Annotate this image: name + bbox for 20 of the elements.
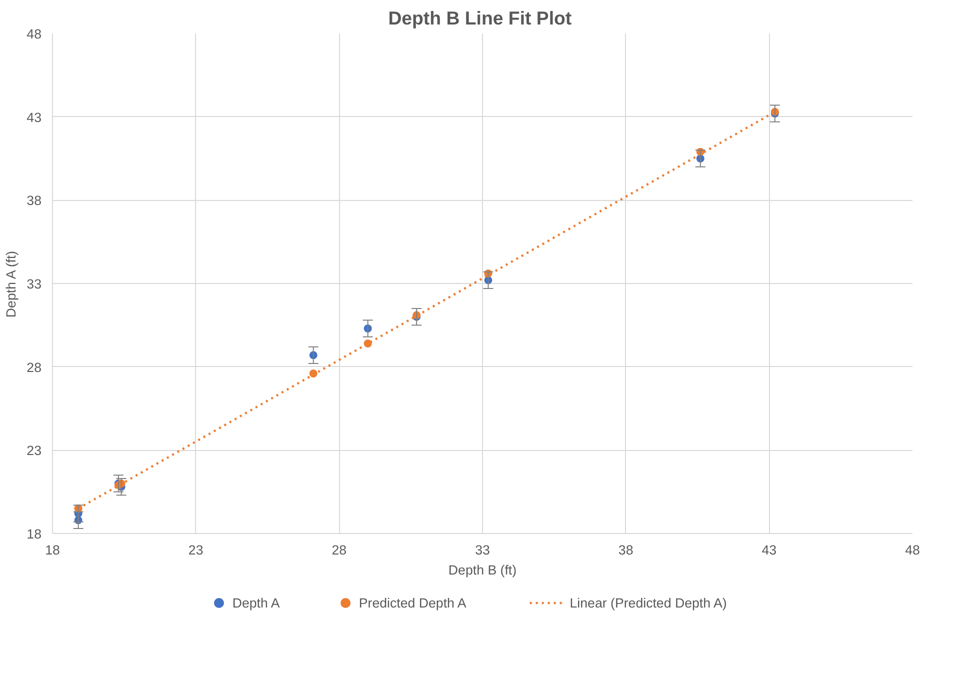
y-tick-label: 43 bbox=[26, 110, 42, 125]
y-tick-label: 48 bbox=[26, 26, 42, 42]
x-axis-title: Depth B (ft) bbox=[448, 562, 517, 578]
x-tick-label: 23 bbox=[188, 542, 204, 558]
y-axis-title: Depth A (ft) bbox=[4, 250, 19, 318]
x-tick-label: 38 bbox=[618, 542, 634, 558]
y-tick-label: 28 bbox=[26, 360, 42, 375]
legend-label: Predicted Depth A bbox=[358, 596, 466, 610]
chart-title: Depth B Line Fit Plot bbox=[388, 8, 572, 28]
x-tick-label: 28 bbox=[332, 542, 347, 558]
y-tick-label: 33 bbox=[26, 276, 42, 292]
x-tick-label: 18 bbox=[45, 542, 60, 558]
y-tick-label: 18 bbox=[26, 526, 42, 542]
x-tick-label: 48 bbox=[905, 542, 920, 558]
legend-label: Depth A bbox=[232, 596, 280, 610]
x-tick-label: 43 bbox=[762, 542, 777, 558]
x-tick-label: 33 bbox=[475, 542, 490, 558]
legend-label: Linear (Predicted Depth A) bbox=[570, 596, 727, 610]
y-tick-label: 38 bbox=[26, 193, 42, 208]
y-tick-label: 23 bbox=[26, 443, 42, 458]
